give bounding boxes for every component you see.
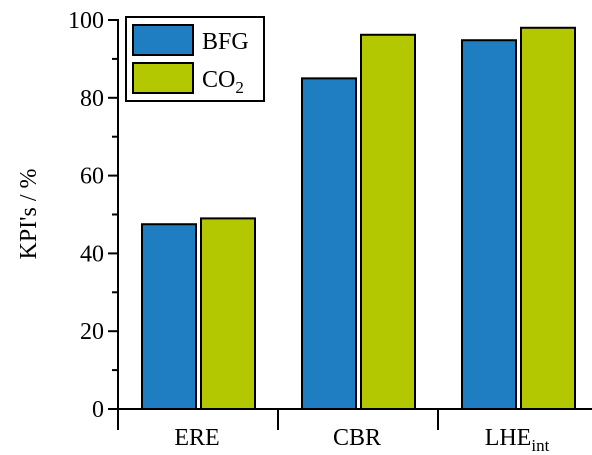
y-tick-label: 40	[80, 241, 104, 267]
bar-ere-co2	[200, 217, 256, 410]
y-tick-label: 0	[92, 397, 104, 423]
legend-label-co2: CO2	[202, 67, 244, 97]
bar-lhe-bfg	[461, 39, 517, 411]
bar-cbr-bfg	[301, 77, 357, 410]
tick-labels-group: 0 20 40 60 80 100 ERE CBR LHEint	[68, 8, 550, 455]
bar-lhe-co2	[520, 26, 576, 411]
legend-label-bfg: BFG	[202, 29, 249, 55]
y-axis-label: KPI's / %	[16, 168, 42, 259]
axes-group	[108, 19, 592, 430]
x-tick-label-cbr: CBR	[333, 425, 381, 451]
legend: BFG CO2	[125, 16, 265, 102]
y-tick-label: 60	[80, 164, 104, 190]
bars-group	[141, 26, 576, 411]
y-tick-label: 80	[80, 86, 104, 112]
bar-cbr-co2	[360, 33, 416, 410]
x-tick-label-lhe: LHEint	[485, 425, 550, 455]
y-tick-label: 100	[68, 8, 104, 34]
legend-swatch-bfg	[132, 24, 194, 56]
y-tick-label: 20	[80, 319, 104, 345]
x-tick-label-ere: ERE	[174, 425, 219, 451]
bar-ere-bfg	[141, 223, 197, 410]
legend-swatch-co2	[132, 62, 194, 94]
